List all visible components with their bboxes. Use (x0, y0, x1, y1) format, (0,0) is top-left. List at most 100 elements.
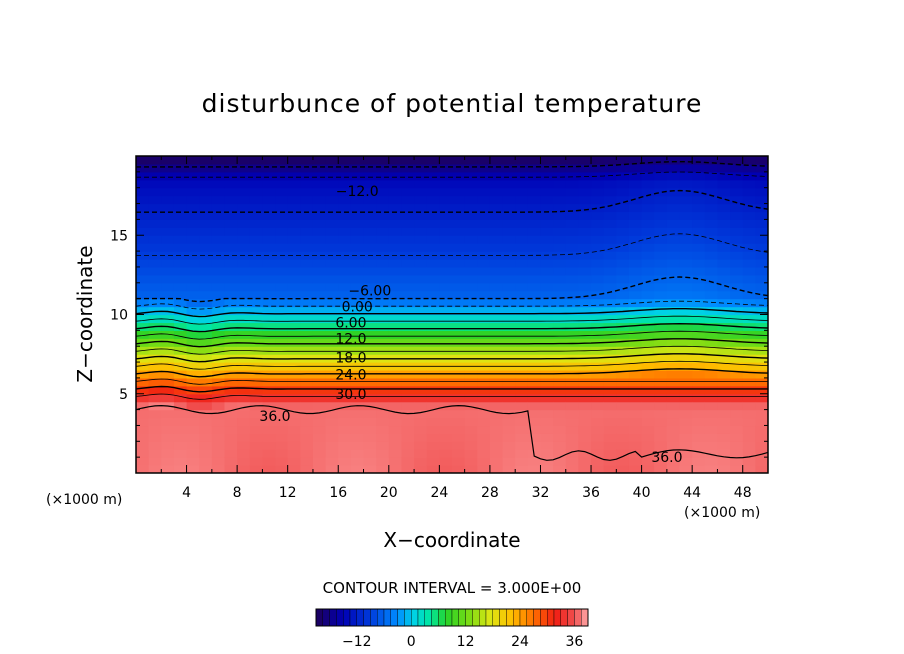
field-cell (515, 219, 529, 228)
field-cell (186, 266, 200, 276)
field-cell (350, 195, 365, 205)
field-cell (275, 282, 289, 292)
x-tick-label: 8 (233, 485, 242, 501)
field-cell (136, 417, 150, 427)
field-cell (376, 377, 390, 387)
field-cell (452, 338, 466, 347)
field-cell (730, 393, 744, 403)
field-cell (237, 156, 251, 165)
field-cell (679, 227, 693, 236)
field-cell (363, 393, 377, 403)
field-cell (704, 322, 719, 331)
field-cell (211, 227, 226, 236)
field-cell (666, 195, 681, 205)
field-cell (666, 433, 681, 442)
field-cell (515, 338, 529, 347)
field-cell (211, 235, 226, 244)
field-cell (679, 449, 693, 458)
field-cell (489, 457, 504, 466)
contour-line (136, 322, 768, 333)
field-cell (464, 179, 478, 189)
field-cell (502, 227, 516, 236)
field-cell (742, 227, 756, 236)
field-cell (211, 298, 226, 308)
field-cell (211, 163, 226, 173)
field-cell (489, 163, 504, 173)
field-cell (136, 156, 150, 165)
field-cell (616, 235, 630, 244)
field-cell (477, 401, 491, 411)
x-tick-label: 12 (279, 485, 297, 501)
field-cell (199, 282, 213, 292)
field-cell (211, 354, 226, 363)
field-cell (426, 393, 440, 403)
field-cell (704, 433, 719, 442)
field-cell (515, 441, 529, 450)
field-cell (540, 163, 554, 173)
field-cell (502, 425, 516, 434)
field-cell (591, 298, 605, 308)
field-cell (287, 298, 301, 308)
field-cell (679, 290, 693, 300)
field-cell (464, 449, 478, 458)
field-cell (401, 211, 415, 220)
field-cell (287, 377, 301, 387)
field-cell (211, 457, 226, 466)
field-cell (426, 227, 440, 236)
field-cell (136, 266, 150, 276)
colorbar-cell (533, 608, 541, 627)
field-cell (464, 457, 478, 466)
field-cell (452, 449, 466, 458)
field-cell (553, 409, 567, 419)
field-cell (426, 433, 440, 442)
contour-label: 24.0 (335, 368, 366, 384)
field-cell (464, 425, 478, 434)
field-cell (704, 346, 719, 355)
field-cell (464, 330, 478, 339)
field-cell (591, 417, 605, 427)
field-cell (489, 314, 504, 324)
field-cell (173, 298, 188, 308)
field-cell (654, 393, 668, 403)
field-cell (679, 266, 693, 276)
field-cell (275, 449, 289, 458)
field-cell (452, 163, 466, 173)
field-cell (376, 425, 390, 434)
field-cell (477, 171, 491, 181)
contour-line (136, 368, 768, 378)
field-cell (338, 306, 352, 316)
field-cell (224, 187, 238, 197)
field-cell (591, 227, 605, 236)
field-cell (237, 171, 251, 181)
field-cell (249, 179, 263, 189)
field-cell (755, 243, 768, 252)
field-cell (553, 251, 567, 260)
field-cell (161, 163, 175, 173)
field-cell (136, 259, 150, 268)
field-cell (591, 163, 605, 173)
field-cell (312, 171, 327, 181)
field-cell (692, 211, 706, 220)
field-cell (388, 290, 403, 300)
field-cell (628, 235, 643, 244)
field-cell (502, 401, 516, 411)
field-cell (591, 433, 605, 442)
field-cell (237, 417, 251, 427)
field-cell (477, 211, 491, 220)
field-cell (338, 346, 352, 355)
field-cell (249, 203, 263, 213)
field-cell (591, 401, 605, 411)
field-cell (527, 156, 542, 165)
field-cell (414, 425, 428, 434)
field-cell (654, 298, 668, 308)
field-cell (565, 393, 579, 403)
field-cell (426, 417, 440, 427)
field-cell (249, 282, 263, 292)
field-cell (148, 306, 162, 316)
field-cell (742, 449, 756, 458)
field-cell (628, 369, 643, 379)
field-cell (717, 171, 731, 181)
field-cell (679, 274, 693, 284)
field-cell (136, 298, 150, 308)
field-cell (262, 457, 276, 466)
